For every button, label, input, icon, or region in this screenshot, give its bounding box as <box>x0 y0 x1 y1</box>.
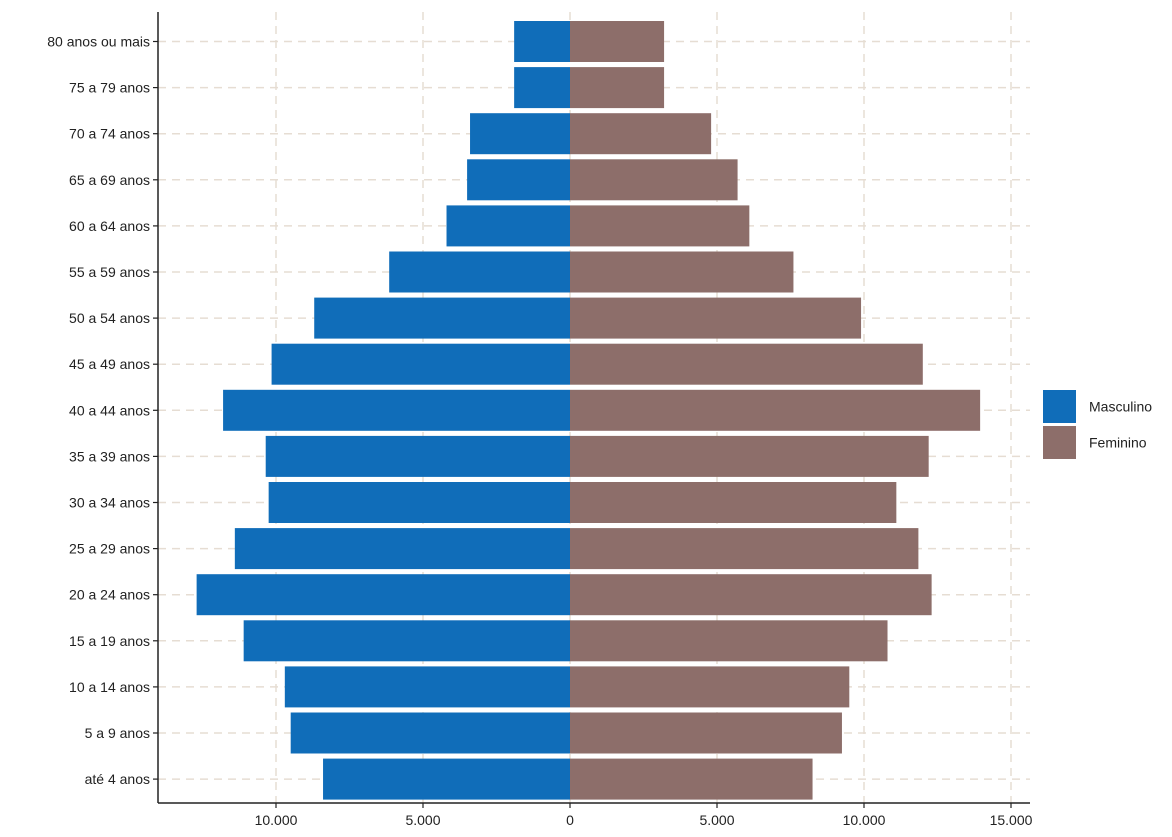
bar-masculino-5 <box>234 528 570 570</box>
bar-masculino-13 <box>467 159 570 201</box>
bar-feminino-7 <box>570 435 929 477</box>
bar-masculino-9 <box>271 343 570 385</box>
y-tick-label-14: 70 a 74 anos <box>69 126 150 142</box>
y-tick-label-1: 5 a 9 anos <box>85 725 150 741</box>
bar-masculino-14 <box>470 113 570 155</box>
x-tick-label-0: 10.000 <box>255 812 298 828</box>
bar-feminino-8 <box>570 389 981 431</box>
y-tick-label-7: 35 a 39 anos <box>69 448 150 464</box>
bar-masculino-0 <box>323 758 570 800</box>
y-tick-label-3: 15 a 19 anos <box>69 633 150 649</box>
bar-feminino-14 <box>570 113 712 155</box>
y-tick-label-10: 50 a 54 anos <box>69 310 150 326</box>
legend-label-feminino: Feminino <box>1089 435 1147 451</box>
bar-feminino-5 <box>570 528 919 570</box>
bar-feminino-12 <box>570 205 750 247</box>
bar-feminino-15 <box>570 67 665 109</box>
x-tick-labels: 10.000 5.000 0 5.000 10.000 15.000 <box>255 812 1033 828</box>
bar-feminino-9 <box>570 343 923 385</box>
bar-feminino-13 <box>570 159 738 201</box>
bar-masculino-16 <box>514 21 570 62</box>
y-tick-label-16: 80 anos ou mais <box>47 34 150 50</box>
bar-masculino-15 <box>514 67 570 109</box>
bar-feminino-3 <box>570 620 888 662</box>
y-tick-label-9: 45 a 49 anos <box>69 356 150 372</box>
bar-feminino-4 <box>570 574 932 616</box>
bar-feminino-2 <box>570 666 850 708</box>
legend-key-masculino <box>1043 390 1076 423</box>
category-labels: até 4 anos 5 a 9 anos 10 a 14 anos 15 a 19 … <box>47 34 150 788</box>
legend-key-feminino <box>1043 426 1076 459</box>
bar-masculino-11 <box>389 251 570 293</box>
bar-masculino-1 <box>290 712 570 754</box>
bar-feminino-11 <box>570 251 794 293</box>
x-tick-label-4: 10.000 <box>843 812 886 828</box>
x-tick-label-1: 5.000 <box>405 812 440 828</box>
y-tick-label-4: 20 a 24 anos <box>69 587 150 603</box>
x-tick-label-3: 5.000 <box>699 812 734 828</box>
y-tick-label-11: 55 a 59 anos <box>69 264 150 280</box>
bar-masculino-3 <box>243 620 570 662</box>
y-tick-label-6: 30 a 34 anos <box>69 495 150 511</box>
bar-feminino-1 <box>570 712 842 754</box>
y-tick-label-15: 75 a 79 anos <box>69 80 150 96</box>
axes <box>153 12 1030 808</box>
y-tick-label-0: até 4 anos <box>85 771 150 787</box>
bar-feminino-16 <box>570 21 665 62</box>
y-tick-label-8: 40 a 44 anos <box>69 402 150 418</box>
bar-masculino-7 <box>265 435 570 477</box>
y-tick-label-12: 60 a 64 anos <box>69 218 150 234</box>
bar-masculino-2 <box>284 666 570 708</box>
bar-feminino-6 <box>570 482 897 523</box>
bar-masculino-12 <box>446 205 570 247</box>
legend-label-masculino: Masculino <box>1089 399 1152 415</box>
bar-feminino-10 <box>570 297 862 339</box>
y-tick-label-13: 65 a 69 anos <box>69 172 150 188</box>
x-tick-label-2: 0 <box>566 812 574 828</box>
bar-feminino-0 <box>570 758 813 800</box>
bars <box>196 21 981 800</box>
legend: Masculino Feminino <box>1043 390 1152 459</box>
y-tick-label-5: 25 a 29 anos <box>69 541 150 557</box>
y-tick-label-2: 10 a 14 anos <box>69 679 150 695</box>
bar-masculino-4 <box>196 574 570 616</box>
bar-masculino-6 <box>268 482 570 523</box>
bar-masculino-10 <box>314 297 570 339</box>
bar-masculino-8 <box>223 389 570 431</box>
x-tick-label-5: 15.000 <box>990 812 1033 828</box>
